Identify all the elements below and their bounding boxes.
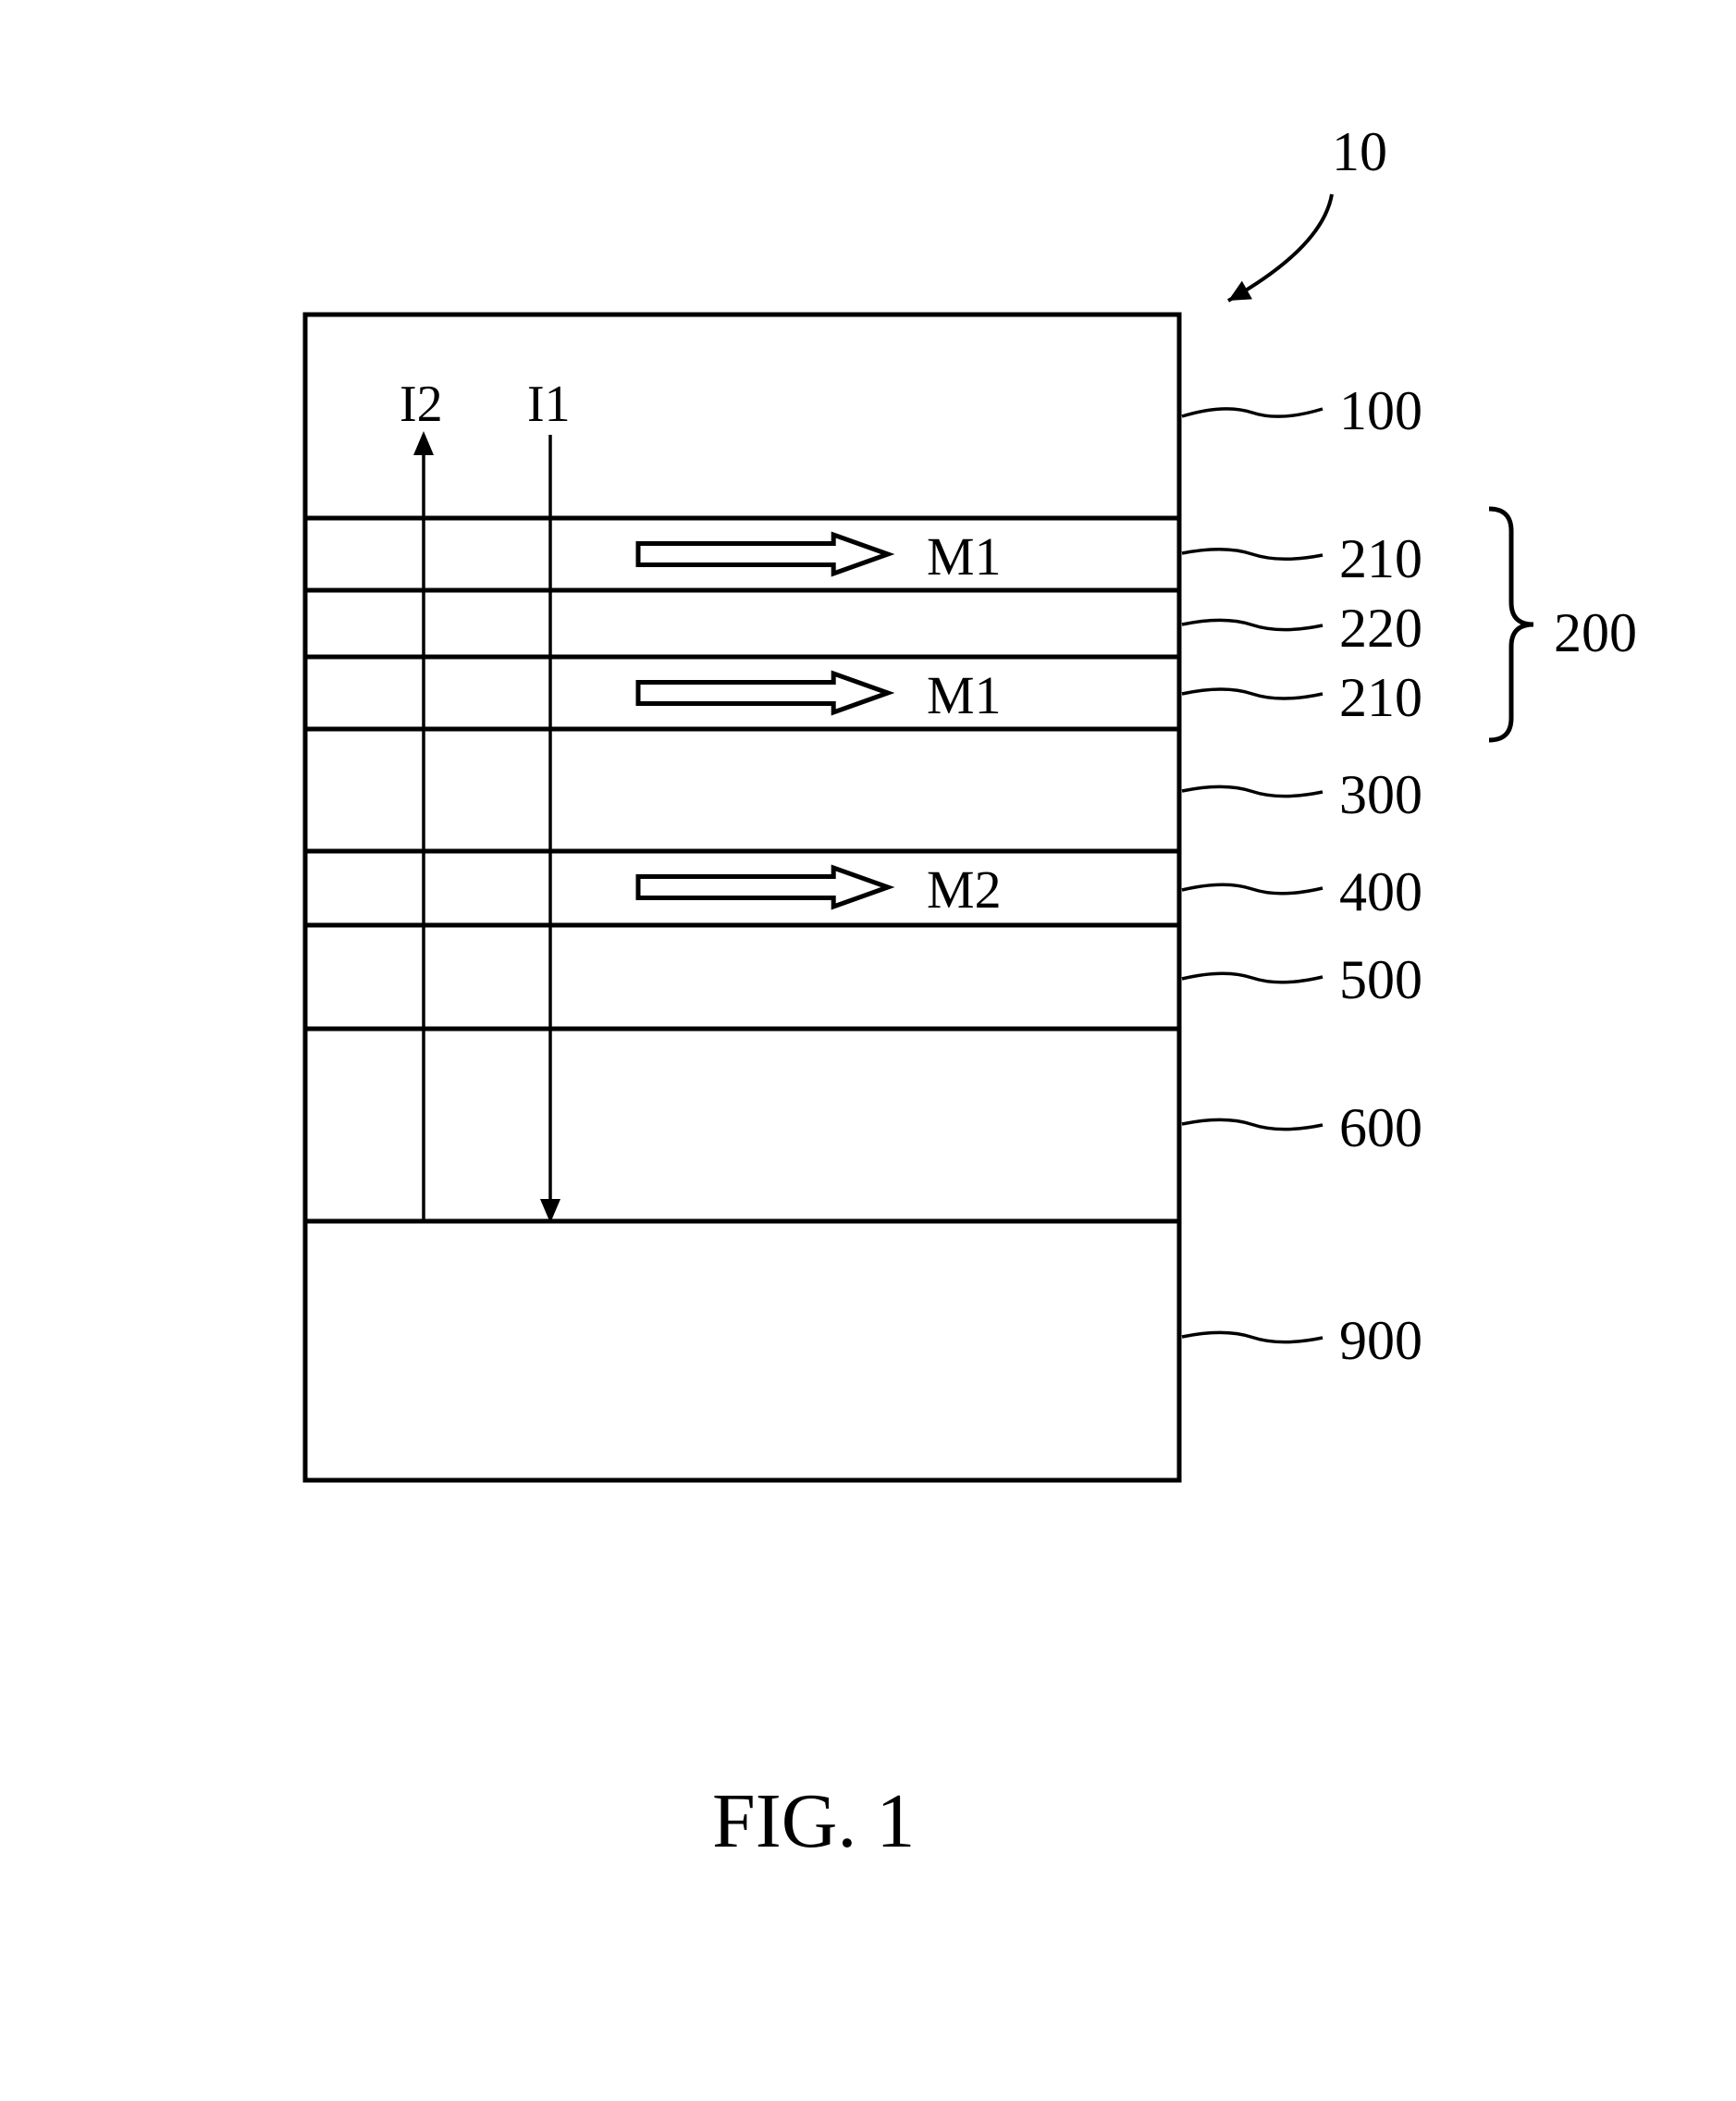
ref-label-220: 220 — [1339, 597, 1422, 661]
layer-900 — [305, 1221, 1179, 1480]
ref-label-500: 500 — [1339, 948, 1422, 1012]
ref-label-210: 210 — [1339, 527, 1422, 591]
current-label-I2: I2 — [400, 375, 443, 434]
leader-220 — [1182, 620, 1323, 629]
leader-210 — [1182, 689, 1323, 698]
callout-label-10: 10 — [1332, 120, 1387, 184]
ref-label-300: 300 — [1339, 763, 1422, 827]
layer-300 — [305, 729, 1179, 851]
mag-label-M1: M1 — [927, 664, 1002, 726]
leader-400 — [1182, 884, 1323, 894]
leader-300 — [1182, 786, 1323, 796]
ref-label-900: 900 — [1339, 1309, 1422, 1373]
leader-900 — [1182, 1332, 1323, 1341]
mag-label-M1: M1 — [927, 525, 1002, 587]
brace-label-200: 200 — [1554, 601, 1637, 665]
brace-200 — [1489, 509, 1533, 740]
layer-600 — [305, 1029, 1179, 1221]
layer-500 — [305, 925, 1179, 1029]
figure-caption: FIG. 1 — [712, 1776, 915, 1866]
ref-label-100: 100 — [1339, 379, 1422, 443]
mag-label-M2: M2 — [927, 859, 1002, 921]
layer-220 — [305, 590, 1179, 657]
ref-label-400: 400 — [1339, 860, 1422, 924]
ref-label-600: 600 — [1339, 1096, 1422, 1160]
leader-600 — [1182, 1119, 1323, 1129]
current-label-I1: I1 — [527, 375, 571, 434]
leader-100 — [1182, 409, 1323, 416]
ref-label-210: 210 — [1339, 666, 1422, 730]
leader-500 — [1182, 973, 1323, 983]
callout-arrowhead-10 — [1228, 281, 1252, 301]
leader-210 — [1182, 550, 1323, 560]
